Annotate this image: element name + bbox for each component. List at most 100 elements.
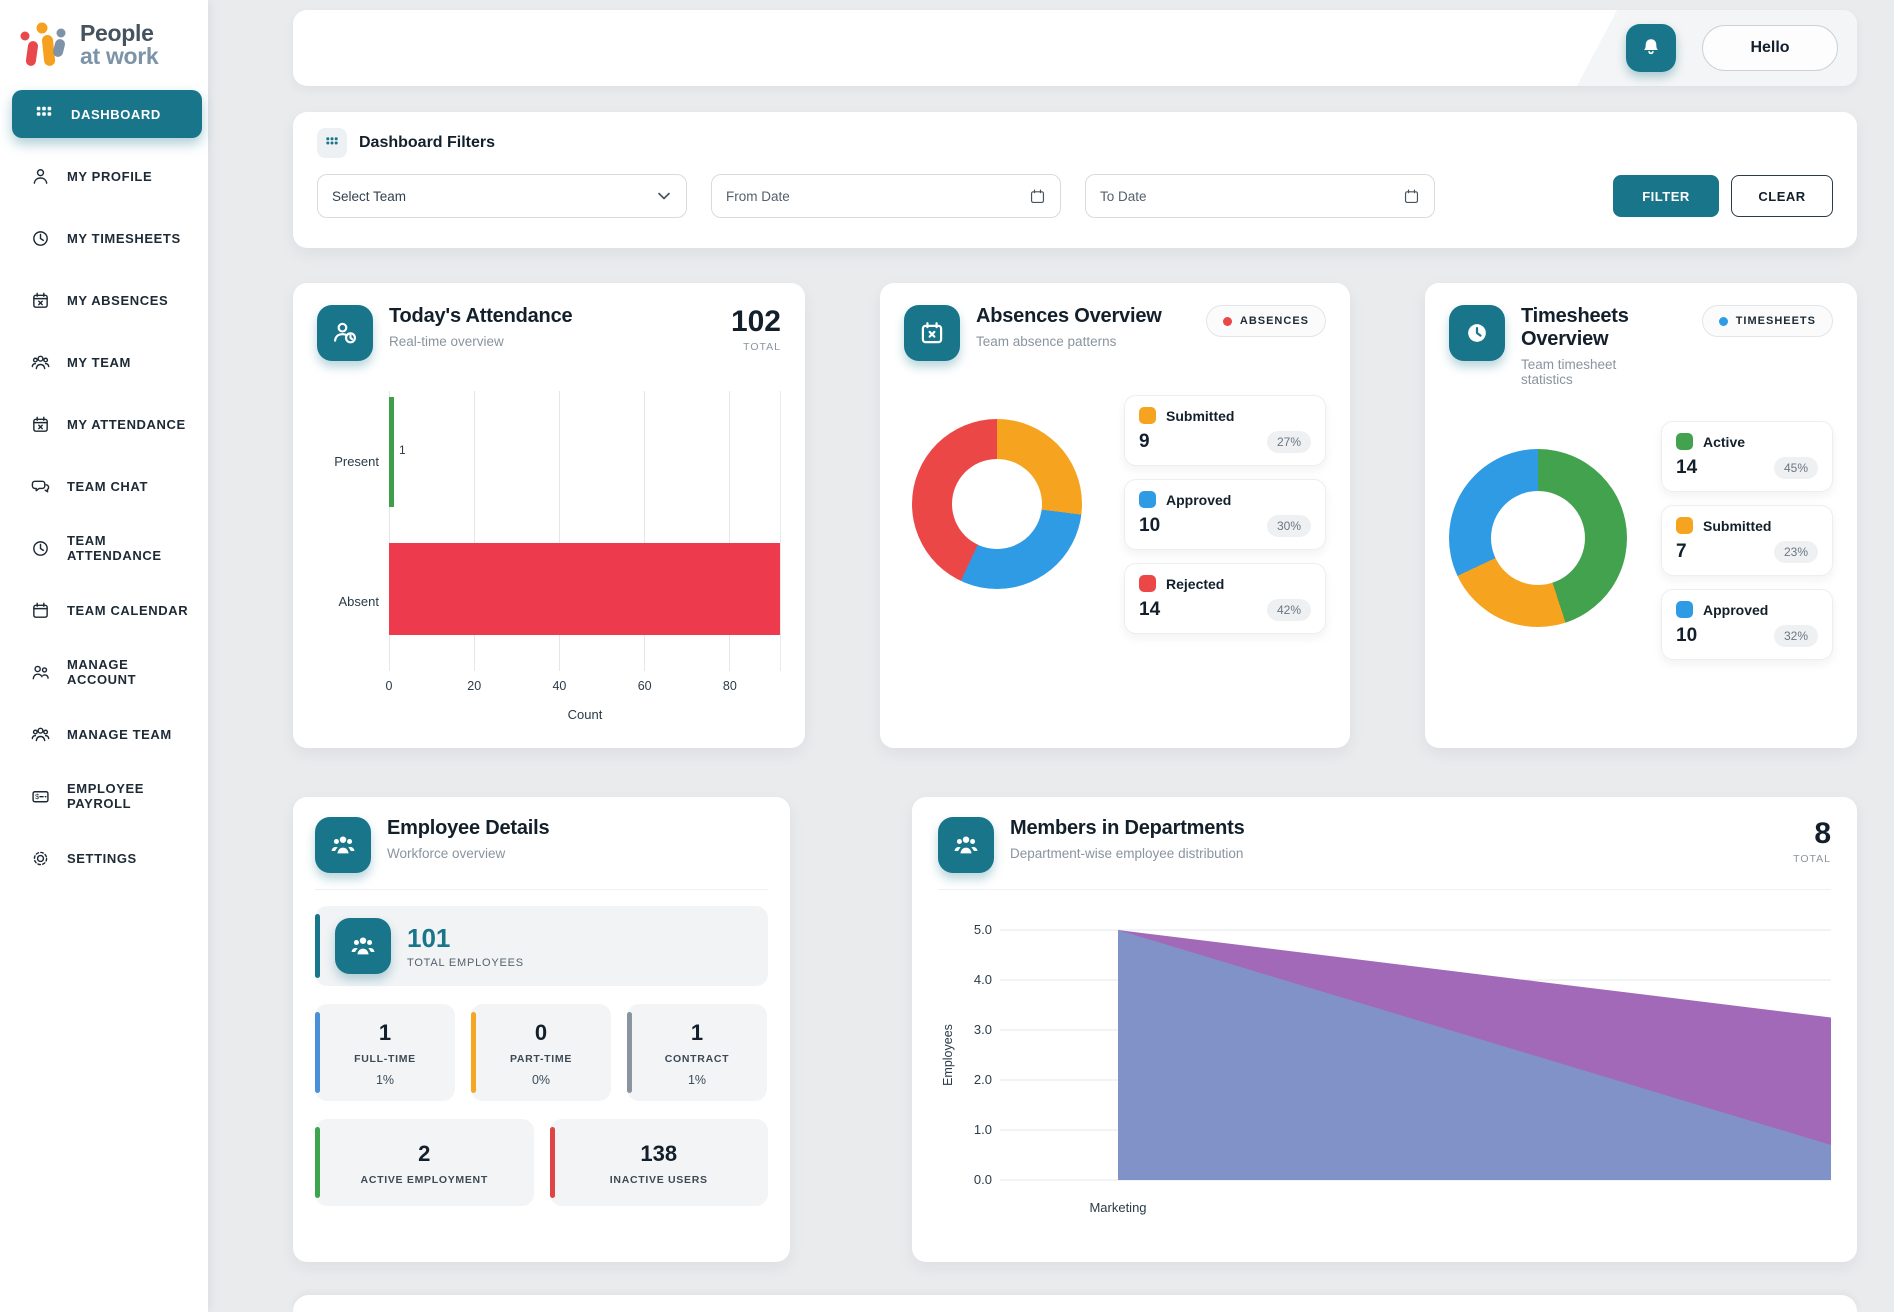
y-axis-label: Employees xyxy=(941,1024,955,1086)
gridline xyxy=(644,391,645,671)
legend-swatch xyxy=(1139,491,1156,508)
departments-area-chart: 0.0 1.0 2.0 3.0 4.0 5.0 Employees Market… xyxy=(941,922,1831,1215)
stat-label: CONTRACT xyxy=(664,1053,730,1065)
stat-value: 2 xyxy=(418,1141,431,1166)
gridline xyxy=(474,391,475,671)
y-tick: 4.0 xyxy=(974,972,992,987)
stat-inactive-users: 138 INACTIVE USERS xyxy=(549,1119,768,1206)
select-team-dropdown[interactable]: Select Team xyxy=(317,174,687,218)
departments-total-label: TOTAL xyxy=(1793,853,1831,865)
legend-percent: 42% xyxy=(1266,599,1311,621)
calendar-x-icon xyxy=(30,414,50,434)
total-employees-label: TOTAL EMPLOYEES xyxy=(407,957,524,969)
brand-logo: People at work xyxy=(0,0,208,84)
clock-icon xyxy=(1449,305,1505,361)
from-date-input[interactable]: From Date xyxy=(711,174,1061,218)
sidebar-item-label: DASHBOARD xyxy=(71,106,161,122)
accent-bar xyxy=(315,1127,320,1198)
legend-swatch xyxy=(1676,517,1693,534)
attendance-total-label: TOTAL xyxy=(743,341,781,353)
legend-item-rejected: Rejected 14 42% xyxy=(1124,563,1326,634)
people-icon xyxy=(30,724,50,744)
sidebar-item-my-attendance[interactable]: MY ATTENDANCE xyxy=(8,404,200,444)
red-dot-icon xyxy=(1222,316,1232,326)
sidebar-item-settings[interactable]: SETTINGS xyxy=(8,838,200,878)
total-employees-value: 101 xyxy=(407,923,451,953)
x-tick: 40 xyxy=(552,679,567,693)
sidebar-item-my-timesheets[interactable]: MY TIMESHEETS xyxy=(8,218,200,258)
legend-label: Approved xyxy=(1166,491,1232,508)
legend-percent: 45% xyxy=(1773,457,1818,479)
members-departments-card: Members in Departments Department-wise e… xyxy=(912,797,1857,1262)
present-bar-value: 1 xyxy=(399,443,406,457)
departments-total-value: 8 xyxy=(1814,817,1831,850)
sidebar-item-label: EMPLOYEE PAYROLL xyxy=(67,781,145,811)
main-content: Hello Dashboard Filters Select Team From… xyxy=(208,0,1894,1312)
stat-contract: 1 CONTRACT 1% xyxy=(627,1004,767,1101)
legend-value: 10 xyxy=(1139,515,1161,536)
gridline xyxy=(389,391,390,671)
sidebar-item-label: TEAM CHAT xyxy=(67,478,148,494)
card-subtitle: Real-time overview xyxy=(389,334,504,349)
x-axis-ticks: 0 20 40 60 80 xyxy=(386,679,781,699)
y-category-absent: Absent xyxy=(338,593,379,609)
brand-name-line1: People xyxy=(80,20,154,46)
legend-swatch xyxy=(1139,575,1156,592)
sidebar-item-manage-team[interactable]: MANAGE TEAM xyxy=(8,714,200,754)
people-icon xyxy=(335,918,391,974)
card-subtitle: Workforce overview xyxy=(387,846,506,861)
sidebar: People at work DASHBOARD MY PROFILE MY xyxy=(0,0,208,1312)
legend-value: 9 xyxy=(1139,431,1150,452)
from-date-placeholder: From Date xyxy=(726,188,790,204)
sidebar-item-label: MY TEAM xyxy=(67,354,131,370)
y-tick: 0.0 xyxy=(974,1172,992,1187)
legend-item-approved: Approved 10 32% xyxy=(1661,589,1833,660)
stat-value: 0 xyxy=(534,1020,548,1045)
sidebar-item-team-chat[interactable]: TEAM CHAT xyxy=(8,466,200,506)
sidebar-item-label: MANAGE ACCOUNT xyxy=(67,657,137,687)
brand-name-line2: at work xyxy=(80,43,159,69)
sidebar-item-label: TEAM CALENDAR xyxy=(67,602,189,618)
bell-icon xyxy=(1644,39,1658,55)
stat-full-time: 1 FULL-TIME 1% xyxy=(315,1004,455,1101)
person-icon xyxy=(30,166,50,186)
payroll-icon: $ xyxy=(30,786,50,806)
stat-active-employment: 2 ACTIVE EMPLOYMENT xyxy=(315,1119,534,1206)
filters-title: Dashboard Filters xyxy=(359,134,496,151)
sidebar-item-my-profile[interactable]: MY PROFILE xyxy=(8,156,200,196)
legend-percent: 30% xyxy=(1266,515,1311,537)
area-series-lower xyxy=(1118,930,1831,1180)
attendance-total-value: 102 xyxy=(730,305,781,338)
sidebar-item-manage-account[interactable]: MANAGE ACCOUNT xyxy=(8,652,200,692)
sidebar-item-label: MY ATTENDANCE xyxy=(67,416,186,432)
person-clock-icon xyxy=(317,305,373,361)
absences-overview-card: Absences Overview Team absence patterns … xyxy=(880,283,1350,748)
badge-label: ABSENCES xyxy=(1239,315,1309,327)
x-axis-label: Count xyxy=(567,707,603,722)
user-greeting-button[interactable]: Hello xyxy=(1702,25,1838,71)
sidebar-item-label: MY PROFILE xyxy=(67,168,153,184)
sidebar-item-my-team[interactable]: MY TEAM xyxy=(8,342,200,382)
to-date-input[interactable]: To Date xyxy=(1085,174,1435,218)
filter-button[interactable]: FILTER xyxy=(1613,175,1719,217)
sidebar-item-team-calendar[interactable]: TEAM CALENDAR xyxy=(8,590,200,630)
sidebar-item-dashboard[interactable]: DASHBOARD xyxy=(12,90,202,138)
notifications-button[interactable] xyxy=(1626,24,1676,72)
legend-label: Submitted xyxy=(1703,517,1772,534)
sidebar-item-team-attendance[interactable]: TEAM ATTENDANCE xyxy=(8,528,200,568)
divider xyxy=(315,889,768,890)
legend-label: Rejected xyxy=(1166,575,1225,592)
legend-swatch xyxy=(1676,601,1693,618)
select-team-placeholder: Select Team xyxy=(332,188,407,204)
sidebar-item-employee-payroll[interactable]: $ EMPLOYEE PAYROLL xyxy=(8,776,200,816)
y-tick: 5.0 xyxy=(974,922,992,937)
dashboard-filters-card: Dashboard Filters Select Team From Date … xyxy=(293,112,1857,248)
legend-percent: 23% xyxy=(1773,541,1818,563)
sidebar-item-my-absences[interactable]: MY ABSENCES xyxy=(8,280,200,320)
card-title: Members in Departments xyxy=(1010,817,1245,839)
clear-button[interactable]: CLEAR xyxy=(1731,175,1833,217)
stat-label: INACTIVE USERS xyxy=(609,1174,708,1186)
legend-item-submitted: Submitted 7 23% xyxy=(1661,505,1833,576)
calendar-icon xyxy=(1404,189,1419,203)
y-tick: 1.0 xyxy=(974,1122,992,1137)
